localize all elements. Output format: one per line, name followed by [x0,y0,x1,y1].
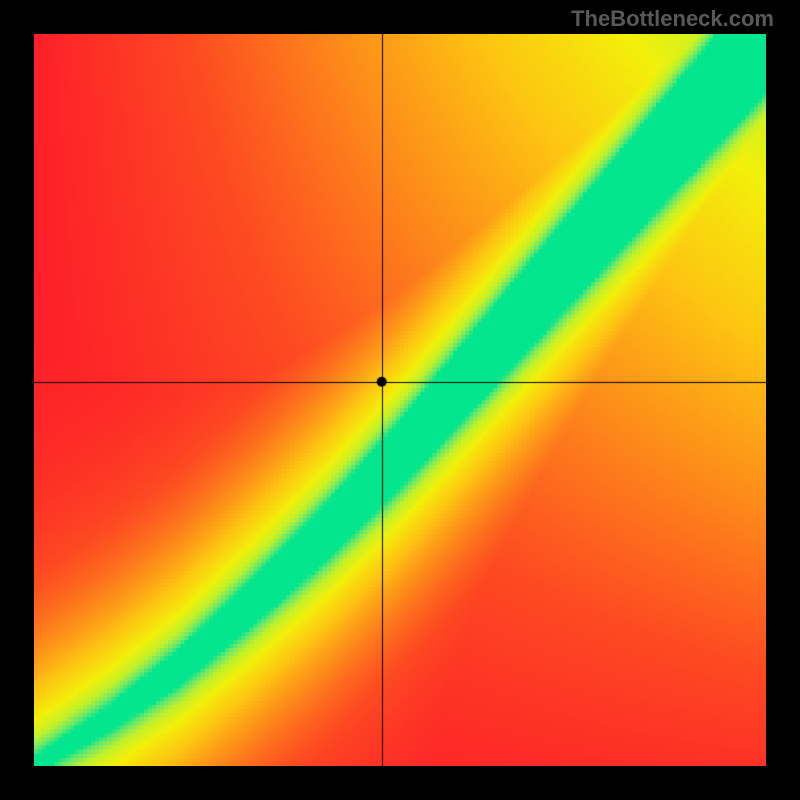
chart-container: TheBottleneck.com [0,0,800,800]
watermark-text: TheBottleneck.com [571,6,774,32]
crosshair-overlay [34,34,766,766]
